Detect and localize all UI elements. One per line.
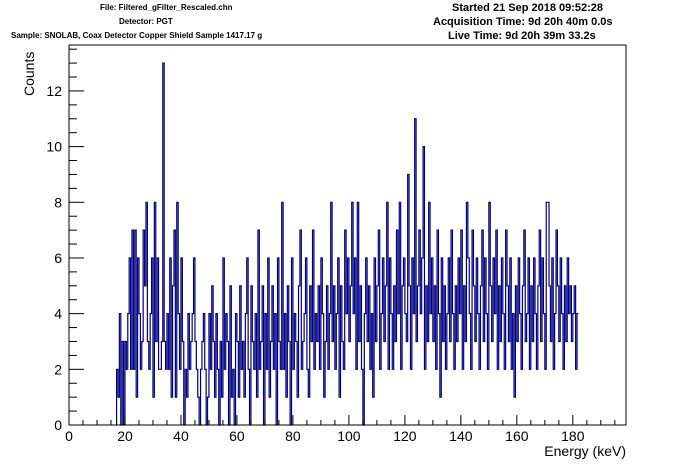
x-tick-label: 100 [337,428,361,444]
detector-label: Detector: PGT [119,17,173,26]
y-tick-label: 8 [54,194,62,210]
x-tick-label: 180 [561,428,585,444]
y-tick-label: 4 [54,306,62,322]
x-tick-label: 140 [449,428,473,444]
axes-layer: 0 20 40 60 80 100 120 140 160 180 0 2 4 6 8 10 12 [46,44,627,444]
y-tick-label: 10 [46,139,62,155]
sample-label: Sample: SNOLAB, Coax Detector Copper Shi… [11,31,263,40]
y-axis-label: Counts [21,52,37,96]
y-tick-label: 0 [54,417,62,433]
series-layer [115,62,579,426]
x-tick-label: 0 [65,428,73,444]
x-tick-label: 160 [505,428,529,444]
live-time-label: Live Time: 9d 20h 39m 33.2s [448,30,596,42]
y-tick-label: 2 [54,361,62,377]
file-label: File: Filtered_gFilter_Rescaled.chn [100,3,233,12]
y-tick-label: 12 [46,83,62,99]
x-tick-label: 60 [229,428,245,444]
y-tick-label: 6 [54,250,62,266]
plot-frame [68,44,627,426]
x-tick-label: 80 [285,428,301,444]
x-tick-label: 120 [393,428,417,444]
x-tick-label: 20 [117,428,133,444]
acquisition-time-label: Acquisition Time: 9d 20h 40m 0.0s [433,16,613,28]
started-label: Started 21 Sep 2018 09:52:28 [452,2,604,14]
histogram-series [115,62,579,426]
x-axis-label: Energy (keV) [544,443,626,459]
x-tick-label: 40 [173,428,189,444]
